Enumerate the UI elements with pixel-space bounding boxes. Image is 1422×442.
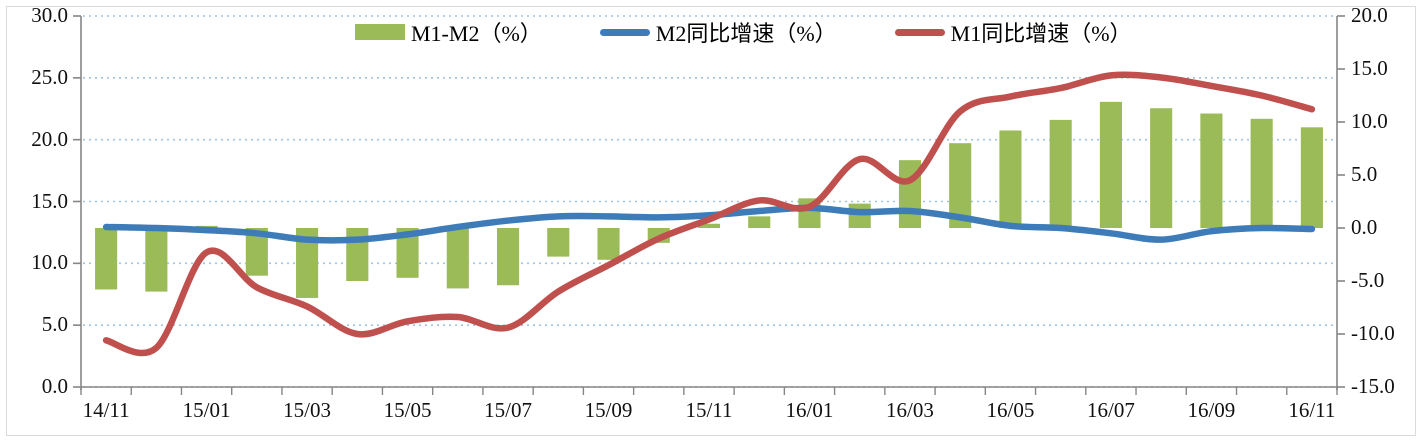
right-axis-tick--5.0: -5.0 (1351, 268, 1385, 292)
x-axis-tick-15/11: 15/11 (685, 398, 733, 422)
x-axis-tick-14/11: 14/11 (82, 398, 130, 422)
right-axis-tick--15.0: -15.0 (1351, 374, 1395, 398)
x-axis-tick-15/09: 15/09 (584, 398, 633, 422)
legend-label-m2-yoy: M2同比增速（%） (655, 21, 837, 46)
right-axis-tick-15.0: 15.0 (1351, 56, 1388, 80)
x-axis-tick-15/07: 15/07 (484, 398, 532, 422)
left-axis-tick-25.0: 25.0 (31, 64, 68, 89)
left-axis-tick-15.0: 15.0 (31, 188, 68, 213)
left-axis-tick-5.0: 5.0 (41, 312, 68, 337)
legend-label-m1-yoy: M1同比增速（%） (950, 21, 1132, 46)
legend-item-m1-m2: M1-M2（%） (355, 16, 542, 48)
right-axis-tick-20.0: 20.0 (1351, 3, 1388, 27)
chart-legend: M1-M2（%） M2同比增速（%） M1同比增速（%） (355, 16, 1132, 48)
x-axis-tick-15/05: 15/05 (383, 398, 432, 422)
legend-item-m1-yoy: M1同比增速（%） (894, 16, 1132, 48)
right-axis-tick--10.0: -10.0 (1351, 321, 1395, 345)
left-axis-tick-30.0: 30.0 (31, 3, 68, 27)
x-axis-tick-16/09: 16/09 (1187, 398, 1236, 422)
x-axis-tick-16/05: 16/05 (986, 398, 1035, 422)
x-axis-tick-16/11: 16/11 (1288, 398, 1336, 422)
line-series-group (102, 71, 1316, 357)
x-axis-tick-15/01: 15/01 (182, 398, 231, 422)
legend-bar-swatch-icon (355, 24, 405, 40)
x-axis-tick-16/03: 16/03 (886, 398, 934, 422)
right-axis-tick-5.0: 5.0 (1351, 162, 1378, 186)
x-axis-tick-15/03: 15/03 (283, 398, 331, 422)
left-axis-tick-0.0: 0.0 (41, 374, 68, 398)
bar-series-m1-m2 (95, 101, 1323, 298)
left-axis-tick-20.0: 20.0 (31, 126, 68, 151)
legend-line-swatch-red-icon (894, 28, 945, 36)
gridlines (83, 15, 1337, 388)
axes (73, 15, 1345, 395)
right-axis-tick-0.0: 0.0 (1351, 215, 1378, 239)
legend-line-swatch-blue-icon (599, 28, 650, 36)
x-axis-tick-16/01: 16/01 (785, 398, 834, 422)
x-axis-tick-16/07: 16/07 (1086, 398, 1135, 422)
legend-label-m1-m2: M1-M2（%） (411, 21, 542, 46)
left-axis-tick-10.0: 10.0 (31, 250, 68, 275)
legend-item-m2-yoy: M2同比增速（%） (599, 16, 837, 48)
right-axis-tick-10.0: 10.0 (1351, 109, 1388, 133)
